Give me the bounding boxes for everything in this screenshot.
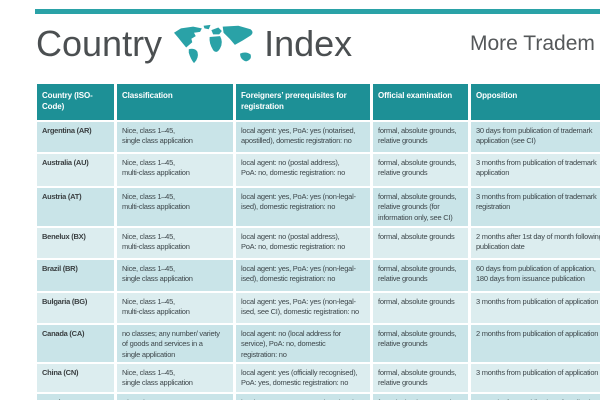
cell-examination: formal, absolute grounds [373, 293, 468, 323]
column-header-examination: Official examination [373, 84, 468, 120]
cell-classification: Nice, class 1–45, multi-class applicatio… [117, 228, 233, 258]
cell-examination: formal, absolute grounds, relative groun… [373, 260, 468, 291]
cell-prerequisites: local agent: no (local address for servi… [236, 325, 370, 363]
table-row-china: China (CN) Nice, class 1–45, single clas… [37, 364, 600, 393]
table-row-canada: Canada (CA) no classes; any number/ vari… [37, 325, 600, 363]
table-row-benelux: Benelux (BX) Nice, class 1–45, multi-cla… [37, 228, 600, 258]
table-header-row: Country (ISO-Code) Classification Foreig… [37, 84, 600, 120]
cell-prerequisites: local agent: yes (officially recognised)… [236, 364, 370, 393]
cell-classification: Nice, class 1–45, single class applicati… [117, 122, 233, 152]
cell-country: Australia (AU) [37, 154, 114, 186]
cell-country: Canada (CA) [37, 325, 114, 363]
cell-examination: formal, absolute grounds, relative groun… [373, 122, 468, 152]
cell-classification: Nice, class 1–45, multi-class applicatio… [117, 154, 233, 186]
cell-opposition: 2 months from publication of application [471, 325, 600, 363]
country-index-table: Country (ISO-Code) Classification Foreig… [37, 84, 600, 400]
cell-classification: Nice, class 1–45, multi-class applicatio… [117, 188, 233, 226]
cell-country: Benelux (BX) [37, 228, 114, 258]
table-row-australia: Australia (AU) Nice, class 1–45, multi-c… [37, 154, 600, 186]
cell-examination: formal, absolute grounds [373, 228, 468, 258]
cell-classification: Nice, class 1–45, multi-class applicatio… [117, 293, 233, 323]
cell-examination: formal, absolute grounds, relative groun… [373, 325, 468, 363]
cell-country: Argentina (AR) [37, 122, 114, 152]
cell-opposition: 60 days from publication of application,… [471, 260, 600, 291]
top-accent-bar [35, 9, 600, 14]
cell-classification: Nice, class 1–45, [117, 394, 233, 400]
cell-opposition: 30 days from publication of trademark ap… [471, 122, 600, 152]
cell-opposition: 3 months from publication of application [471, 293, 600, 323]
table-row-czech: Czech Nice, class 1–45, local agent: yes… [37, 394, 600, 400]
cell-prerequisites: local agent: yes, PoA: yes (non-legal- i… [236, 260, 370, 291]
cell-classification: no classes; any number/ variety of goods… [117, 325, 233, 363]
cell-classification: Nice, class 1–45, single class applicati… [117, 364, 233, 393]
cell-prerequisites: local agent: yes, PoA: yes (non-legal- i… [236, 293, 370, 323]
column-header-prerequisites: Foreigners’ prerequisites for registrati… [236, 84, 370, 120]
cell-country: Bulgaria (BG) [37, 293, 114, 323]
column-header-country: Country (ISO-Code) [37, 84, 114, 120]
brand-word-index: Index [264, 23, 353, 64]
cell-country: Austria (AT) [37, 188, 114, 226]
cell-prerequisites: local agent: yes, PoA: yes (notarised, a… [236, 122, 370, 152]
brand-word-country: Country [36, 23, 163, 64]
cell-country: Czech [37, 394, 114, 400]
cell-opposition: 3 months from publication of trademark a… [471, 154, 600, 186]
cell-classification: Nice, class 1–45, single class applicati… [117, 260, 233, 291]
cell-country: China (CN) [37, 364, 114, 393]
cell-opposition: 3 months from publication of trademark r… [471, 188, 600, 226]
cell-prerequisites: local agent: yes, PoA: yes (non-legal- [236, 394, 370, 400]
column-header-opposition: Opposition [471, 84, 600, 120]
cell-examination: formal, absolute grounds, [373, 394, 468, 400]
table-row-austria: Austria (AT) Nice, class 1–45, multi-cla… [37, 188, 600, 226]
cell-examination: formal, absolute grounds, relative groun… [373, 154, 468, 186]
table-row-bulgaria: Bulgaria (BG) Nice, class 1–45, multi-cl… [37, 293, 600, 323]
cell-country: Brazil (BR) [37, 260, 114, 291]
brand-logo: Country Index [36, 22, 352, 66]
cell-prerequisites: local agent: no (postal address), PoA: n… [236, 154, 370, 186]
cell-examination: formal, absolute grounds, relative groun… [373, 188, 468, 226]
cell-prerequisites: local agent: no (postal address), PoA: n… [236, 228, 370, 258]
table-row-argentina: Argentina (AR) Nice, class 1–45, single … [37, 122, 600, 152]
cell-opposition: 3 months from publication of application [471, 394, 600, 400]
table-row-brazil: Brazil (BR) Nice, class 1–45, single cla… [37, 260, 600, 291]
cell-opposition: 3 months from publication of application [471, 364, 600, 393]
cell-prerequisites: local agent: yes, PoA: yes (non-legal- i… [236, 188, 370, 226]
column-header-classification: Classification [117, 84, 233, 120]
cell-opposition: 2 months after 1st day of month followin… [471, 228, 600, 258]
world-map-icon [174, 24, 253, 64]
cell-examination: formal, absolute grounds, relative groun… [373, 364, 468, 393]
tagline-text: More Tradem [470, 32, 595, 55]
